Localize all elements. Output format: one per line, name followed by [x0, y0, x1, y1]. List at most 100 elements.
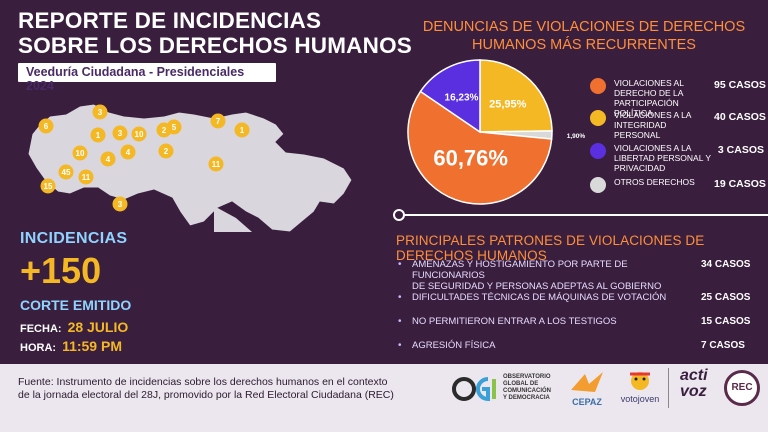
- map-marker: [92, 104, 108, 120]
- hora-row: HORA: 11:59 PM: [20, 338, 122, 354]
- map-marker-label: 10: [135, 130, 144, 139]
- patron-text: AGRESIÓN FÍSICA: [412, 340, 692, 351]
- pie-chart: 60,76% 25,95% 16,23% 1,90%: [407, 59, 585, 205]
- patrones-title: PRINCIPALES PATRONES DE VIOLACIONES DE D…: [396, 233, 705, 263]
- map-marker-label: 10: [76, 149, 85, 158]
- bullet-icon: •: [398, 292, 402, 303]
- map-marker-label: 7: [216, 117, 221, 126]
- corte-label: CORTE EMITIDO: [20, 297, 132, 313]
- activoz-text-1: acti: [680, 367, 708, 384]
- divider-dot: [393, 209, 405, 221]
- hora-value: 11:59 PM: [62, 338, 122, 354]
- pie-slice: [419, 59, 481, 134]
- legend-item: VIOLACIONES AL DERECHO DE LA PARTICIPACI…: [590, 78, 766, 118]
- patron-text: AMENAZAS Y HOSTIGAMIENTO POR PARTE DE FU…: [412, 259, 692, 292]
- map-marker-label: 3: [118, 200, 123, 209]
- legend-item: OTROS DERECHOS 19 CASOS: [590, 177, 766, 201]
- bullet-icon: •: [398, 340, 402, 351]
- pie-slice: [479, 59, 553, 133]
- map-marker-label: 6: [44, 122, 49, 131]
- map-marker-label: 4: [106, 155, 111, 164]
- map-marker: [210, 113, 226, 129]
- hora-label: HORA:: [20, 342, 57, 354]
- ogcd-line-2: GLOBAL DE: [503, 381, 539, 387]
- pie-slice: [407, 90, 553, 205]
- patron-item: • NO PERMITIERON ENTRAR A LOS TESTIGOS 15 …: [398, 316, 763, 340]
- pie-slice-label: 25,95%: [489, 99, 527, 111]
- bullet-icon: •: [398, 259, 402, 270]
- patron-line-2: DE SEGURIDAD Y PERSONAS ADEPTAS AL GOBIE…: [412, 281, 662, 292]
- pie-slice-label: 60,76%: [433, 145, 508, 170]
- cepaz-logo: CEPAZ: [562, 370, 612, 414]
- legend-label: OTROS DERECHOS: [614, 177, 695, 187]
- section-divider: [398, 214, 768, 216]
- map-marker: [100, 151, 116, 167]
- patron-line-1: NO PERMITIERON ENTRAR A LOS TESTIGOS: [412, 316, 617, 327]
- map-marker: [40, 178, 56, 194]
- legend-count: 95 CASOS: [714, 79, 766, 91]
- map-marker: [120, 144, 136, 160]
- patron-item: • DIFICULTADES TÉCNICAS DE MÁQUINAS DE VO…: [398, 292, 763, 316]
- legend-item: VIOLACIONES A LA INTEGRIDAD PERSONAL 40 C…: [590, 110, 766, 140]
- patron-item: • AGRESIÓN FÍSICA 7 CASOS: [398, 340, 763, 364]
- patron-count: 15 CASOS: [701, 316, 751, 327]
- legend-label: VIOLACIONES A LA LIBERTAD PERSONAL Y PRI…: [614, 143, 711, 173]
- ogcd-mark-icon: [452, 377, 496, 402]
- patron-count: 34 CASOS: [701, 259, 751, 270]
- ogcd-line-1: OBSERVATORIO: [503, 374, 551, 380]
- votojoven-text: votojoven: [620, 394, 660, 404]
- title-line-2: SOBRE LOS DERECHOS HUMANOS: [18, 33, 412, 58]
- denuncias-title: DENUNCIAS DE VIOLACIONES DE DERECHOS HUM…: [400, 18, 768, 54]
- patron-line-1: AGRESIÓN FÍSICA: [412, 340, 496, 351]
- patron-line-1: AMENAZAS Y HOSTIGAMIENTO POR PARTE DE FU…: [412, 259, 628, 281]
- map-marker-label: 1: [96, 131, 101, 140]
- bullet-icon: •: [398, 316, 402, 327]
- fuente-text: Fuente: Instrumento de incidencias sobre…: [18, 376, 443, 402]
- map-marker: [38, 118, 54, 134]
- ogcd-line-4: Y DEMOCRACIA: [503, 395, 550, 401]
- map-marker: [58, 164, 74, 180]
- cepaz-bird-icon: [571, 372, 603, 392]
- activoz-logo: acti voz: [680, 368, 720, 408]
- legend-count: 40 CASOS: [714, 111, 766, 123]
- subtitle-badge: Veeduría Ciudadana - Presidenciales 2024: [18, 63, 276, 93]
- legend-item: VIOLACIONES A LA LIBERTAD PERSONAL Y PRI…: [590, 143, 765, 173]
- legend-dot: [590, 78, 606, 94]
- map-marker-label: 2: [162, 126, 167, 135]
- fuente-line-2: de la jornada electoral del 28J, promovi…: [18, 389, 394, 401]
- map-marker: [78, 169, 94, 185]
- map-marker: [72, 145, 88, 161]
- fecha-label: FECHA:: [20, 323, 62, 335]
- patron-count: 25 CASOS: [701, 292, 751, 303]
- map-marker-label: 3: [118, 129, 123, 138]
- votojoven-logo: votojoven: [616, 370, 664, 414]
- map-marker-label: 2: [164, 147, 169, 156]
- logo-separator: [668, 368, 669, 408]
- legend-label: VIOLACIONES AL DERECHO DE LA PARTICIPACI…: [614, 78, 684, 118]
- map-marker-label: 1: [240, 126, 245, 135]
- patron-line-1: DIFICULTADES TÉCNICAS DE MÁQUINAS DE VOT…: [412, 292, 667, 303]
- legend-dot: [590, 177, 606, 193]
- map-marker: [112, 196, 128, 212]
- map-marker: [234, 122, 250, 138]
- rec-text: REC: [731, 382, 753, 393]
- fecha-row: FECHA: 28 JULIO: [20, 319, 128, 335]
- map-marker-label: 3: [98, 108, 103, 117]
- ogcd-logo: OBSERVATORIO GLOBAL DE COMUNICACIÓN Y DE…: [452, 372, 554, 406]
- legend-dot: [590, 110, 606, 126]
- denuncias-title-line-1: DENUNCIAS DE VIOLACIONES DE DERECHOS: [422, 19, 746, 35]
- map-marker: [158, 143, 174, 159]
- title-line-1: REPORTE DE INCIDENCIAS: [18, 8, 322, 33]
- activoz-text-2: voz: [680, 383, 707, 400]
- votojoven-face-icon: [630, 372, 650, 390]
- fuente-line-1: Fuente: Instrumento de incidencias sobre…: [18, 376, 388, 388]
- page-title: REPORTE DE INCIDENCIAS SOBRE LOS DERECHO…: [18, 8, 412, 58]
- legend-dot: [590, 143, 606, 159]
- map-marker: [131, 126, 147, 142]
- patron-text: NO PERMITIERON ENTRAR A LOS TESTIGOS: [412, 316, 692, 327]
- fecha-value: 28 JULIO: [67, 319, 129, 335]
- cepaz-text: CEPAZ: [572, 397, 602, 407]
- denuncias-title-line-2: HUMANOS MÁS RECURRENTES: [472, 37, 696, 53]
- rec-logo: REC: [724, 370, 760, 406]
